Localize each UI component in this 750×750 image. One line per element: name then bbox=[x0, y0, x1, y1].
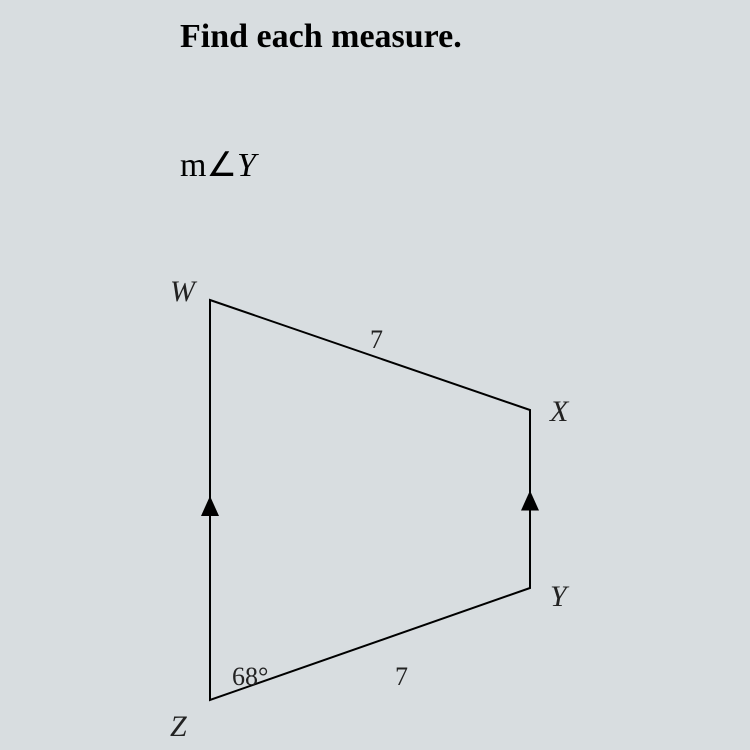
question-prefix: m bbox=[180, 147, 206, 184]
angle-label-z: 68° bbox=[232, 662, 268, 692]
parallel-arrow-icon bbox=[521, 491, 539, 511]
parallel-arrow-icon bbox=[201, 496, 219, 516]
angle-symbol-icon: ∠ bbox=[206, 145, 236, 185]
vertex-label-y: Y bbox=[550, 580, 567, 614]
question-vertex: Y bbox=[237, 147, 256, 184]
question-label: m∠Y bbox=[180, 145, 256, 185]
polygon-wxyz bbox=[210, 300, 530, 700]
diagram-svg bbox=[130, 250, 610, 740]
vertex-label-x: X bbox=[550, 395, 568, 429]
vertex-label-w: W bbox=[170, 275, 195, 309]
edge-label-yz: 7 bbox=[395, 662, 408, 692]
page-title: Find each measure. bbox=[180, 18, 462, 56]
geometry-diagram: WXYZ7768° bbox=[130, 250, 610, 740]
edge-label-wx: 7 bbox=[370, 325, 383, 355]
vertex-label-z: Z bbox=[170, 710, 187, 744]
